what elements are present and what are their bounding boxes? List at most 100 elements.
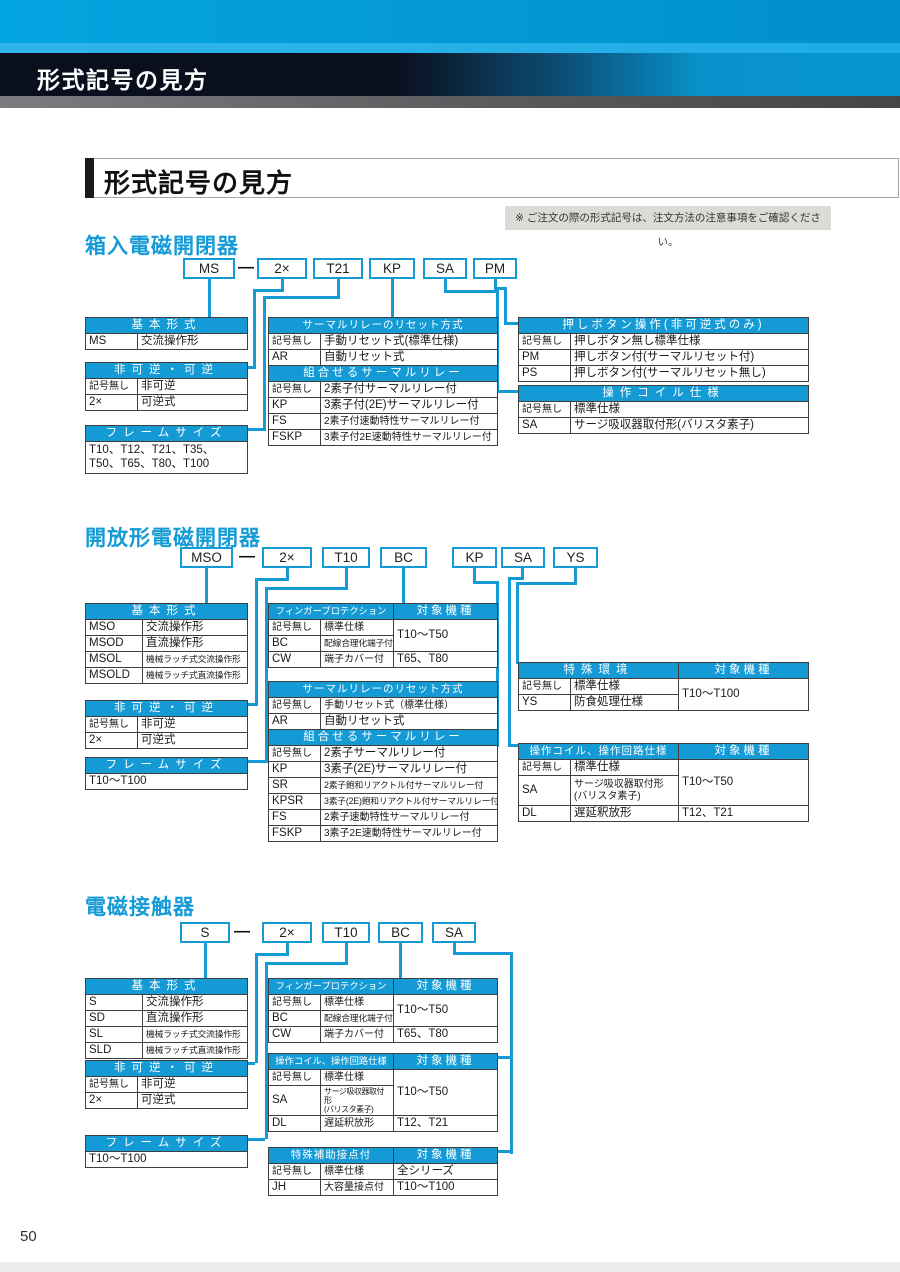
connector-line bbox=[255, 953, 258, 1063]
code-box: S bbox=[180, 922, 230, 943]
connector-line bbox=[508, 744, 518, 747]
table-cell: 記号無し bbox=[268, 745, 321, 762]
connector-line bbox=[473, 581, 499, 584]
top-banner-blue-band bbox=[0, 0, 900, 43]
frame-size-table: フレームサイズ T10～T100 bbox=[85, 757, 248, 790]
table-cell: 標準仕様 bbox=[319, 1069, 395, 1086]
code-box: BC bbox=[380, 547, 427, 568]
table-cell: SA bbox=[518, 417, 571, 434]
table-cell: CW bbox=[268, 651, 321, 668]
table-cell: 非可逆 bbox=[137, 1076, 248, 1093]
table-cell: 押しボタン無し標準仕様 bbox=[569, 333, 810, 350]
page-number: 50 bbox=[20, 1228, 37, 1245]
table-cell: T12、T21 bbox=[678, 805, 809, 822]
table-cell: KPSR bbox=[268, 793, 321, 810]
table-cell: 可逆式 bbox=[137, 1092, 248, 1109]
table-cell: 可逆式 bbox=[137, 732, 248, 749]
table-cell: T65、T80 bbox=[393, 651, 499, 668]
connector-line bbox=[496, 390, 518, 393]
table-cell: MSOL bbox=[85, 651, 143, 668]
finger-protection-table: フィンガープロテクション 対象機種 記号無し 標準仕様 T10～T50 BC 配線合理化端子… bbox=[267, 603, 499, 668]
table-header-cell: 対象機種 bbox=[393, 1147, 498, 1164]
connector-line bbox=[247, 428, 265, 431]
table-cell: 3素子2E速動特性サーマルリレー付 bbox=[320, 825, 498, 842]
table-cell: KP bbox=[268, 397, 321, 414]
table-cell: T10～T100 bbox=[393, 1179, 498, 1196]
table-cell: 全シリーズ bbox=[393, 1163, 498, 1180]
connector-line bbox=[208, 279, 211, 317]
table-header-cell: フレームサイズ bbox=[85, 1135, 248, 1152]
table-cell: T65、T80 bbox=[393, 1026, 499, 1043]
table-header-cell: 特殊環境 bbox=[518, 662, 679, 679]
table-header-cell: 押しボタン操作(非可逆式のみ) bbox=[517, 317, 810, 334]
table-cell: T10、T12、T21、T35、 T50、T65、T80、T100 bbox=[85, 441, 248, 474]
table-cell: 手動リセット式（標準仕様） bbox=[320, 697, 498, 714]
code-box: T21 bbox=[313, 258, 363, 279]
table-cell: 2素子サーマルリレー付 bbox=[320, 745, 498, 762]
table-cell: 記号無し bbox=[518, 759, 571, 776]
table-cell: PM bbox=[518, 349, 571, 366]
table-cell: 遅延釈放形 bbox=[570, 805, 679, 822]
table-cell: 3素子付2E速動特性サーマルリレー付 bbox=[320, 429, 498, 446]
code-box: 2× bbox=[262, 547, 312, 568]
table-cell: BC bbox=[268, 635, 321, 652]
connector-line bbox=[255, 578, 258, 706]
table-cell: T10～T50 bbox=[393, 1069, 499, 1116]
code-box: KP bbox=[369, 258, 415, 279]
connector-line bbox=[497, 1056, 510, 1059]
footer-strip bbox=[0, 1262, 900, 1272]
table-cell: S bbox=[85, 994, 143, 1011]
table-header-cell: サーマルリレーのリセット方式 bbox=[268, 317, 498, 334]
table-cell: 自動リセット式 bbox=[320, 349, 498, 366]
code-box: MS bbox=[183, 258, 235, 279]
table-cell: 記号無し bbox=[268, 1069, 321, 1086]
table-cell: 記号無し bbox=[85, 716, 138, 733]
table-cell: 記号無し bbox=[268, 1163, 321, 1180]
table-cell: 標準仕様 bbox=[570, 759, 679, 776]
code-box: SA bbox=[423, 258, 467, 279]
table-cell: 機械ラッチ式交流操作形 bbox=[142, 651, 248, 668]
connector-line bbox=[510, 952, 513, 1154]
table-cell: 遅延釈放形 bbox=[319, 1115, 395, 1132]
table-cell: 機械ラッチ式直流操作形 bbox=[142, 1042, 248, 1059]
code-box: PM bbox=[473, 258, 517, 279]
section-heading: 箱入電磁開閉器 bbox=[85, 235, 239, 258]
table-cell: 2素子飽和リアクトル付サーマルリレー付 bbox=[320, 777, 498, 794]
reversible-table: 非可逆・可逆 記号無し 非可逆 2× 可逆式 bbox=[85, 700, 248, 749]
table-header-cell: サーマルリレーのリセット方式 bbox=[268, 681, 498, 698]
table-cell: 押しボタン付(サーマルリセット付) bbox=[569, 349, 810, 366]
table-header-cell: 対象機種 bbox=[393, 1053, 499, 1070]
coil-spec-table: 操作コイル仕様 記号無し 標準仕様 SA サージ吸収器取付形(バリスタ素子) bbox=[518, 385, 809, 434]
connector-line bbox=[205, 568, 208, 603]
code-box: 2× bbox=[257, 258, 307, 279]
code-dash: — bbox=[239, 548, 255, 565]
table-cell: T12、T21 bbox=[393, 1115, 499, 1132]
table-header-cell: 非可逆・可逆 bbox=[85, 362, 248, 379]
table-cell: 端子カバー付 bbox=[319, 651, 395, 668]
table-cell: T10～T100 bbox=[85, 773, 248, 790]
table-header-cell: 組合せるサーマルリレー bbox=[268, 729, 498, 746]
table-cell: 2× bbox=[85, 394, 138, 411]
connector-line bbox=[444, 290, 499, 293]
connector-line bbox=[253, 289, 256, 369]
table-header-cell: 基本形式 bbox=[85, 317, 248, 334]
connector-line bbox=[247, 1138, 265, 1141]
table-header-cell: 対象機種 bbox=[393, 603, 499, 620]
table-cell: MSO bbox=[85, 619, 143, 636]
table-cell: SD bbox=[85, 1010, 143, 1027]
table-cell: 2素子付サーマルリレー付 bbox=[320, 381, 498, 398]
connector-line bbox=[473, 568, 476, 584]
table-cell: 記号無し bbox=[268, 697, 321, 714]
connector-line bbox=[444, 279, 447, 293]
frame-size-table: フレームサイズ T10～T100 bbox=[85, 1135, 248, 1168]
table-header-cell: 対象機種 bbox=[678, 662, 809, 679]
page-title: 形式記号の見方 bbox=[104, 168, 294, 198]
connector-line bbox=[253, 289, 284, 292]
table-cell: MSOLD bbox=[85, 667, 143, 684]
connector-line bbox=[337, 279, 340, 299]
table-cell: 大容量接点付 bbox=[320, 1179, 394, 1196]
table-cell: SA bbox=[518, 775, 571, 806]
reversible-table: 非可逆・可逆 記号無し 非可逆 2× 可逆式 bbox=[85, 1060, 248, 1109]
pushbutton-table: 押しボタン操作(非可逆式のみ) 記号無し 押しボタン無し標準仕様 PM 押しボタン付(サ… bbox=[517, 317, 810, 382]
connector-line bbox=[516, 582, 577, 585]
